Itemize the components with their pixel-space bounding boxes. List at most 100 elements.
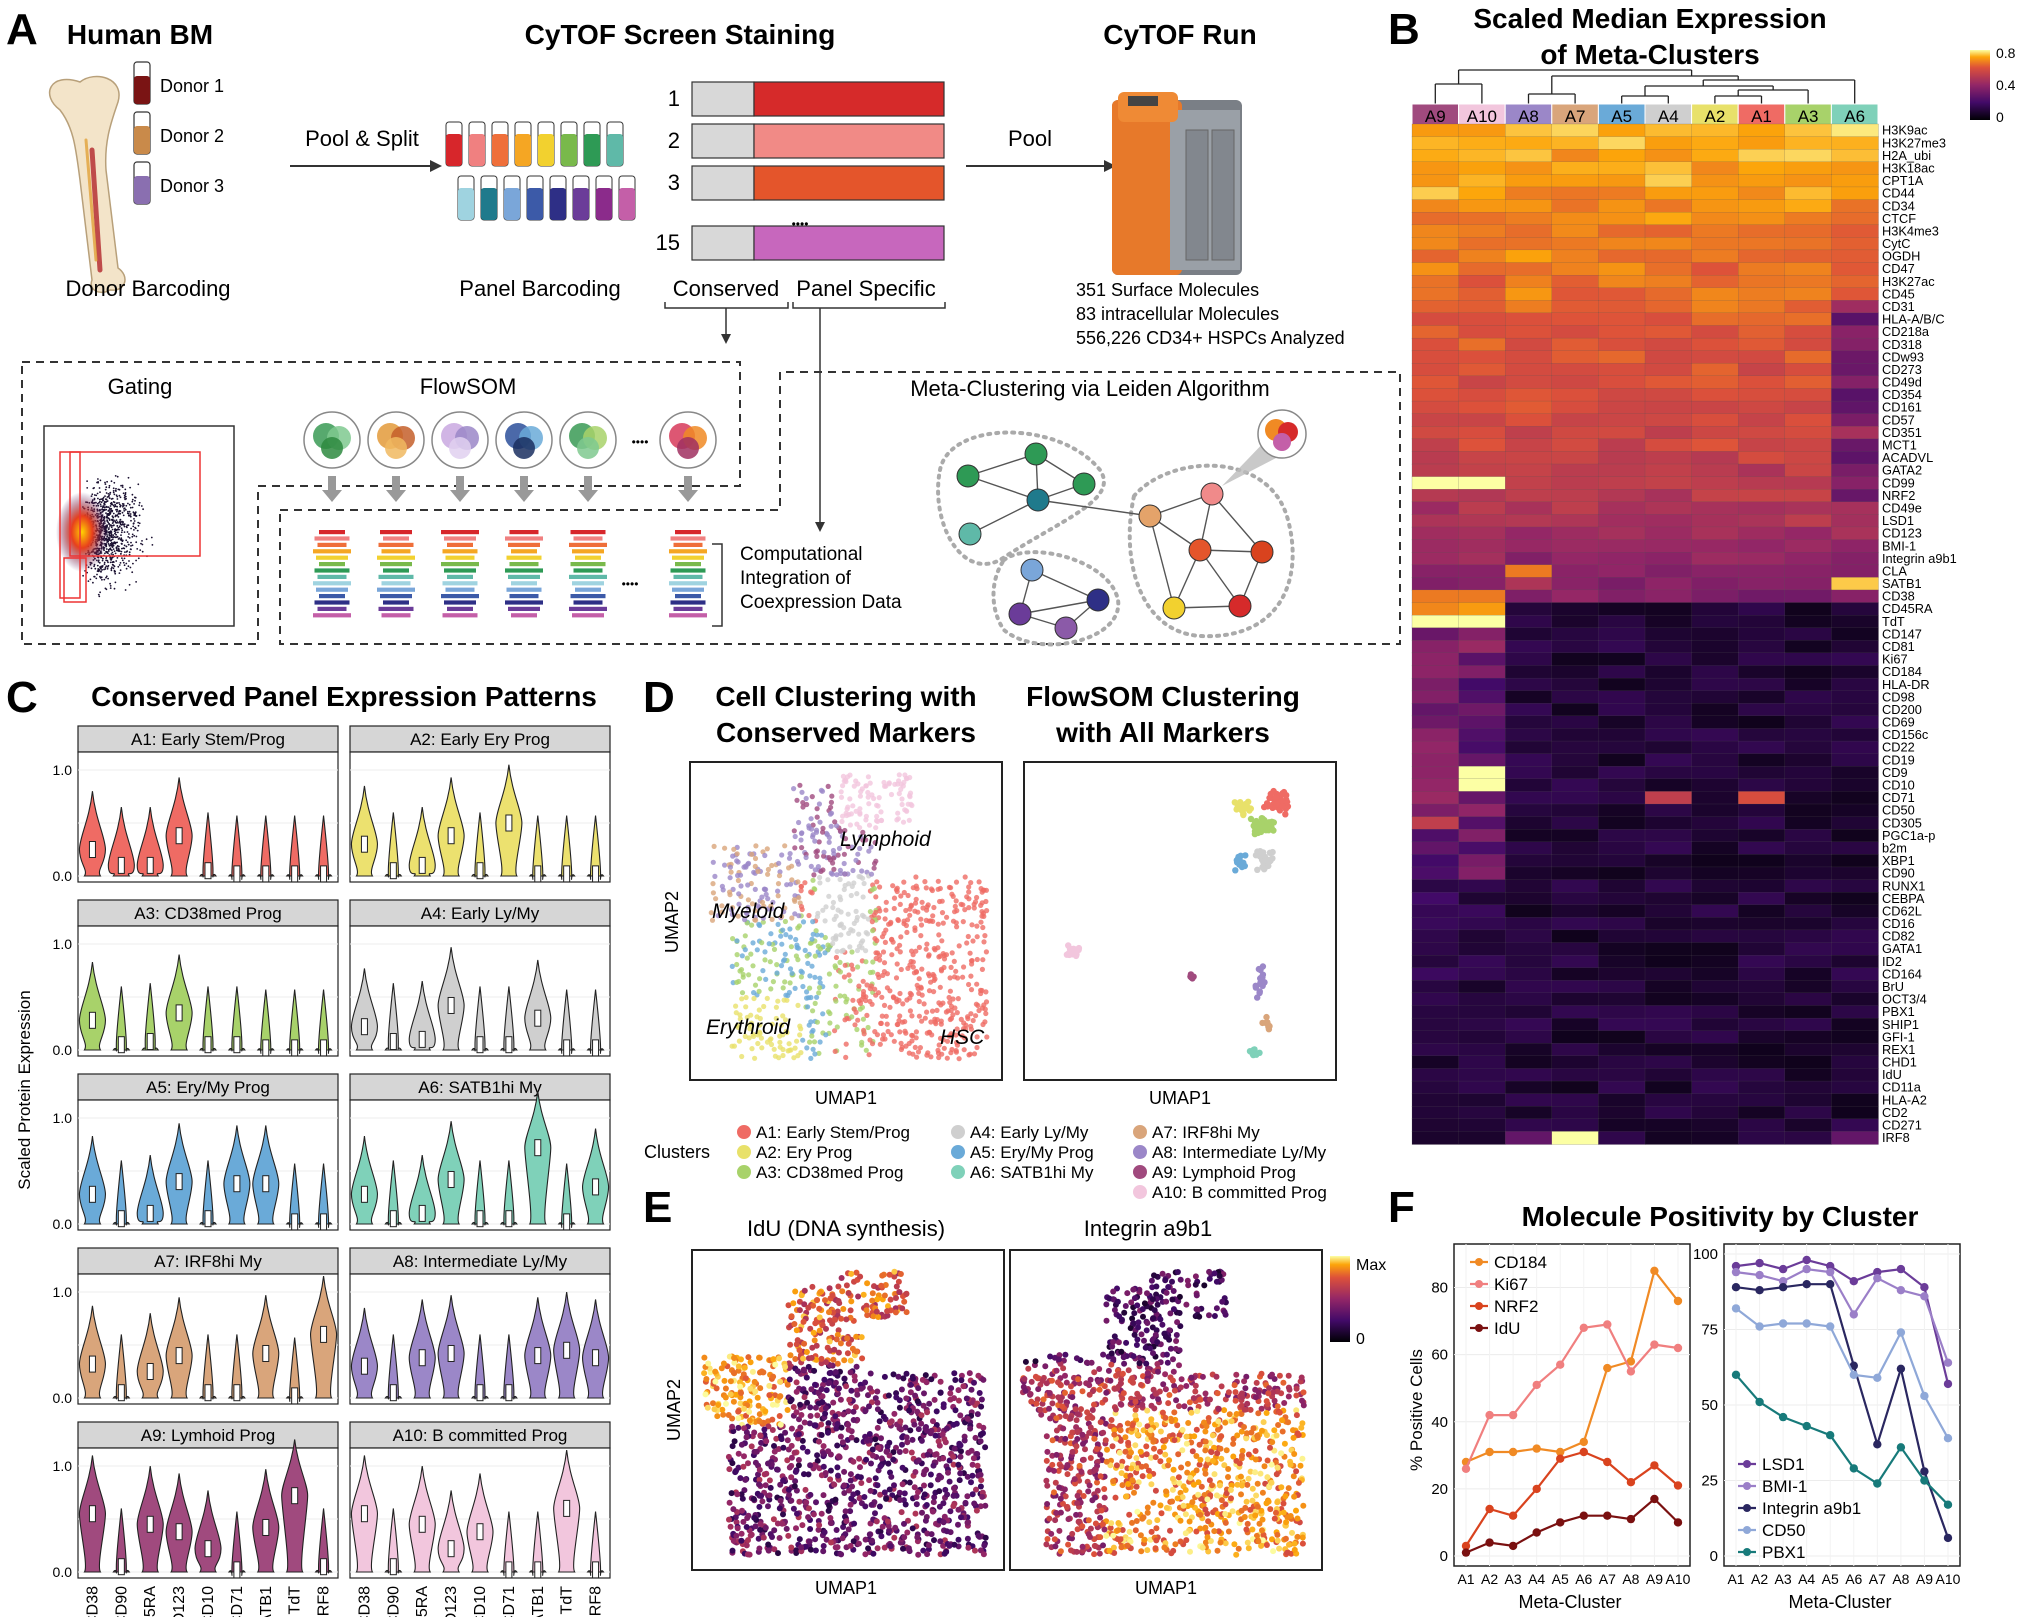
heat-cell (1644, 1106, 1693, 1120)
heat-cell (1738, 363, 1786, 377)
xtick: A4 (1528, 1571, 1545, 1587)
legend-item-9: A9: Lymphoid Prog (1133, 1163, 1296, 1182)
heat-cell (1644, 766, 1693, 780)
donor-tube-3: Donor 3 (133, 161, 224, 205)
heat-cell (1644, 589, 1693, 604)
violin-box (262, 1518, 270, 1536)
marker-label: CD9 (1882, 765, 1908, 780)
cluster-header-label: A10 (1467, 107, 1497, 126)
marker-label: CEBPA (1882, 891, 1925, 906)
donor-label-2: Donor 2 (160, 126, 224, 146)
heat-cell (1411, 212, 1460, 226)
heat-cell (1458, 149, 1506, 163)
heat-cell (1411, 1093, 1460, 1107)
heat-cell (1784, 1030, 1833, 1044)
violin (466, 1473, 494, 1573)
heat-cell (1691, 388, 1739, 402)
heat-cell (1551, 615, 1600, 629)
heat-cell (1738, 766, 1786, 780)
heat-cell (1644, 640, 1693, 654)
violin (350, 1135, 378, 1225)
heat-cell (1598, 400, 1646, 415)
heat-cell (1831, 992, 1879, 1007)
heat-cell (1411, 501, 1460, 515)
heat-cell (1551, 426, 1600, 440)
heat-cell (1691, 640, 1739, 654)
heat-cell (1644, 413, 1693, 427)
heat-cell (1784, 615, 1833, 629)
heat-cell (1784, 690, 1833, 704)
heat-cell (1644, 627, 1693, 641)
data-point (1579, 1437, 1589, 1447)
data-point (1673, 1343, 1683, 1353)
heat-cell (1831, 967, 1879, 981)
heat-cell (1505, 514, 1553, 528)
heat-cell (1505, 589, 1553, 604)
heat-cell (1505, 287, 1553, 301)
heat-cell (1458, 942, 1506, 956)
data-point (1920, 1292, 1929, 1301)
marker-label: CD38 (1882, 589, 1915, 604)
panel-e-title-1: IdU (DNA synthesis) (747, 1216, 945, 1241)
heat-cell (1411, 929, 1460, 944)
heat-cell (1598, 476, 1646, 490)
heat-cell (1644, 917, 1693, 931)
violin-box (204, 862, 212, 880)
flowsom-label: FlowSOM (420, 374, 517, 399)
data-point (1556, 1454, 1565, 1463)
heat-cell (1644, 438, 1693, 452)
network-node-1 (956, 464, 980, 488)
heat-cell (1411, 740, 1460, 755)
legend-label: A2: Ery Prog (756, 1143, 852, 1162)
umap1-label-d1: UMAP1 (815, 1088, 877, 1108)
xtick: A2 (1751, 1571, 1768, 1587)
legend-item-3: A3: CD38med Prog (737, 1163, 903, 1182)
heat-cell (1644, 249, 1693, 264)
heat-cell (1831, 766, 1879, 780)
colorbar-tick-0: 0 (1996, 109, 2004, 125)
violin-xlabel: CD71 (501, 1586, 518, 1617)
data-point (1673, 1481, 1683, 1490)
panel-c-ylabel: Scaled Protein Expression (15, 990, 34, 1189)
flowsom-node-2 (367, 411, 425, 469)
marker-label: CD34 (1882, 198, 1915, 213)
heat-cell (1738, 904, 1786, 918)
heat-cell (1831, 413, 1879, 427)
heat-cell (1505, 967, 1553, 981)
heat-cell (1644, 980, 1693, 994)
ytick: 0.0 (53, 1564, 73, 1580)
heat-cell (1598, 589, 1646, 604)
violin-xlabel: CD123 (443, 1586, 460, 1617)
marker-label: REX1 (1882, 1042, 1915, 1057)
region-lymphoid: Lymphoid (840, 828, 932, 851)
umap-flowsom-frame (1023, 761, 1337, 1081)
heat-cell (1411, 904, 1460, 918)
marker-label: CD10 (1882, 778, 1915, 793)
heat-cell (1598, 703, 1646, 717)
marker-label: GFI-1 (1882, 1029, 1915, 1044)
heat-cell (1738, 526, 1786, 541)
data-point (1731, 1283, 1741, 1292)
violin-box (476, 1036, 484, 1054)
heat-cell (1831, 841, 1879, 855)
heat-cell (1598, 980, 1646, 994)
heat-cell (1738, 400, 1786, 415)
heat-cell (1691, 690, 1739, 704)
heat-cell (1831, 388, 1879, 402)
heat-cell (1551, 199, 1600, 213)
violin-facet-1: A1: Early Stem/Prog 0.0 1.0 (53, 725, 339, 884)
heat-cell (1411, 186, 1460, 201)
data-point (1532, 1380, 1541, 1390)
heat-cell (1551, 803, 1600, 818)
heat-cell (1505, 766, 1553, 780)
heat-cell (1598, 388, 1646, 402)
heat-cell (1691, 564, 1739, 578)
heat-cell (1411, 451, 1460, 465)
heat-cell (1551, 161, 1600, 175)
heat-cell (1644, 224, 1693, 238)
heat-cell (1644, 992, 1693, 1007)
heat-cell (1691, 866, 1739, 881)
violin-box (175, 827, 183, 845)
data-point (1896, 1364, 1906, 1374)
violin (78, 961, 106, 1051)
